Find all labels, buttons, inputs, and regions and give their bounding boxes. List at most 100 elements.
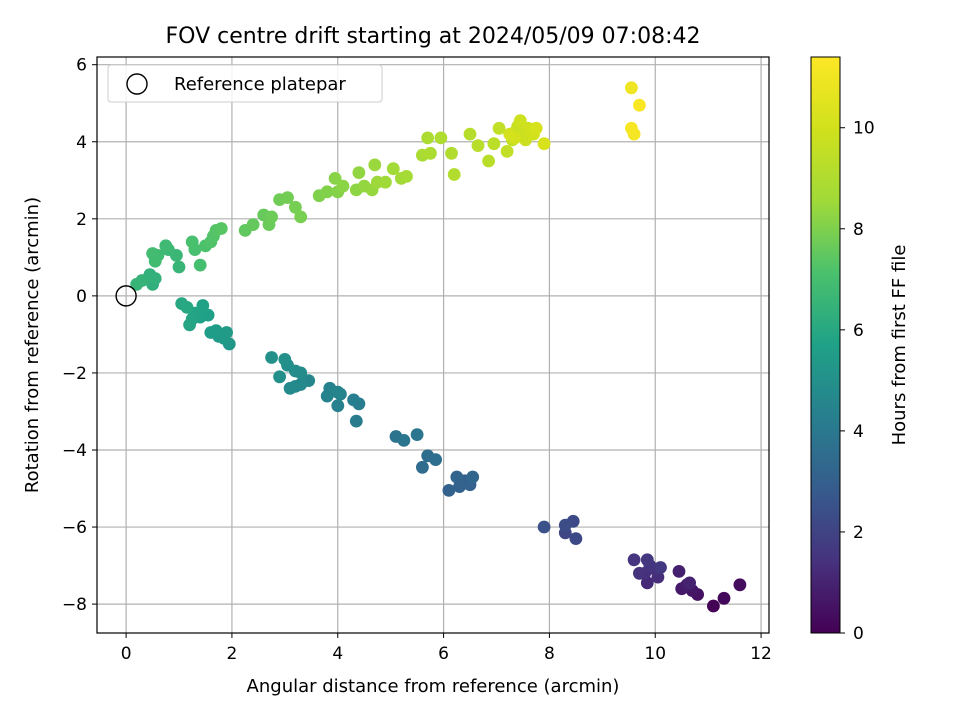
colorbar-tick-label: 10 [853, 119, 875, 139]
data-point [492, 121, 506, 135]
data-point [424, 146, 437, 160]
data-point [640, 576, 654, 590]
data-point [196, 299, 210, 312]
y-tick-label: 6 [76, 56, 87, 76]
legend-entry-reference: Reference platepar [174, 74, 346, 95]
y-tick-label: −4 [62, 441, 87, 461]
data-point [328, 172, 342, 185]
colorbar-tick-label: 0 [853, 624, 864, 644]
data-point [471, 139, 485, 153]
data-point [265, 351, 278, 364]
data-point [421, 131, 435, 145]
data-point [204, 326, 218, 339]
x-tick-label: 10 [644, 644, 666, 664]
data-point [175, 297, 189, 310]
data-point [386, 162, 400, 176]
data-point [717, 591, 731, 605]
data-point [416, 460, 429, 474]
y-tick-label: −8 [62, 595, 87, 615]
data-point [558, 518, 572, 532]
data-point [159, 239, 173, 253]
data-point [349, 414, 363, 428]
legend-box [107, 64, 383, 103]
data-point [529, 121, 543, 135]
y-axis-ticks: −8 −6 −4 −2 0 2 4 6 [62, 56, 97, 615]
data-point [410, 428, 424, 441]
x-tick-label: 2 [227, 644, 238, 664]
data-point [185, 235, 199, 249]
data-point [400, 170, 413, 183]
legend: Reference platepar [107, 64, 383, 103]
x-tick-label: 8 [544, 644, 555, 664]
data-point [331, 385, 345, 399]
data-point [463, 127, 477, 141]
data-point [265, 210, 278, 224]
reference-platepar-marker [115, 285, 137, 307]
data-point [283, 381, 297, 395]
data-point [214, 222, 228, 235]
data-point [336, 179, 350, 193]
colorbar-ticks: 0 2 4 6 8 10 [840, 119, 875, 644]
data-point [450, 470, 464, 484]
data-point [429, 453, 442, 466]
data-point [278, 353, 292, 366]
data-point [537, 137, 551, 151]
y-tick-label: 0 [76, 287, 87, 307]
data-point [466, 470, 480, 484]
data-point [672, 565, 686, 578]
data-point [281, 191, 294, 205]
data-point [148, 272, 162, 285]
y-tick-label: −6 [62, 518, 87, 538]
data-points [130, 81, 747, 613]
data-point [513, 114, 527, 127]
data-point [130, 277, 144, 291]
chart-title: FOV centre drift starting at 2024/05/09 … [166, 24, 701, 49]
data-point [633, 98, 646, 112]
x-tick-label: 0 [121, 644, 132, 664]
data-point [500, 145, 514, 158]
data-point [273, 370, 286, 384]
data-point [347, 393, 360, 407]
data-point [246, 218, 260, 232]
data-point [320, 185, 334, 199]
plot-frame [96, 56, 770, 634]
data-point [633, 566, 646, 580]
data-point [294, 210, 308, 224]
x-axis-ticks: 0 2 4 6 8 10 12 [121, 633, 772, 664]
x-tick-label: 6 [438, 644, 449, 664]
x-tick-label: 12 [750, 644, 772, 664]
data-point [442, 484, 456, 497]
data-point [683, 576, 696, 590]
data-point [625, 121, 638, 135]
data-point [733, 578, 747, 592]
data-point [482, 154, 495, 168]
data-point [487, 137, 501, 151]
colorbar-tick-label: 4 [853, 422, 864, 442]
colorbar-label: Hours from first FF file [889, 245, 910, 446]
colorbar-gradient [810, 56, 841, 634]
y-tick-label: 2 [76, 210, 87, 230]
data-point [625, 81, 638, 95]
data-point [640, 553, 654, 567]
y-tick-label: −2 [62, 364, 87, 384]
data-point [397, 434, 411, 447]
data-point [379, 175, 392, 189]
x-tick-label: 4 [332, 644, 343, 664]
data-point [434, 131, 448, 145]
y-axis-label: Rotation from reference (arcmin) [22, 197, 43, 493]
data-point [331, 399, 345, 413]
data-point [447, 168, 461, 181]
data-point [193, 258, 207, 272]
data-point [707, 599, 720, 613]
colorbar: 0 2 4 6 8 10 Hours from first FF file [810, 56, 910, 644]
data-point [537, 520, 551, 534]
data-point [289, 200, 302, 214]
x-axis-label: Angular distance from reference (arcmin) [247, 676, 620, 697]
y-tick-label: 4 [76, 133, 87, 153]
data-point [172, 260, 186, 274]
data-point [627, 553, 641, 567]
grid [97, 57, 769, 633]
data-point [368, 158, 382, 172]
data-point [445, 146, 458, 160]
